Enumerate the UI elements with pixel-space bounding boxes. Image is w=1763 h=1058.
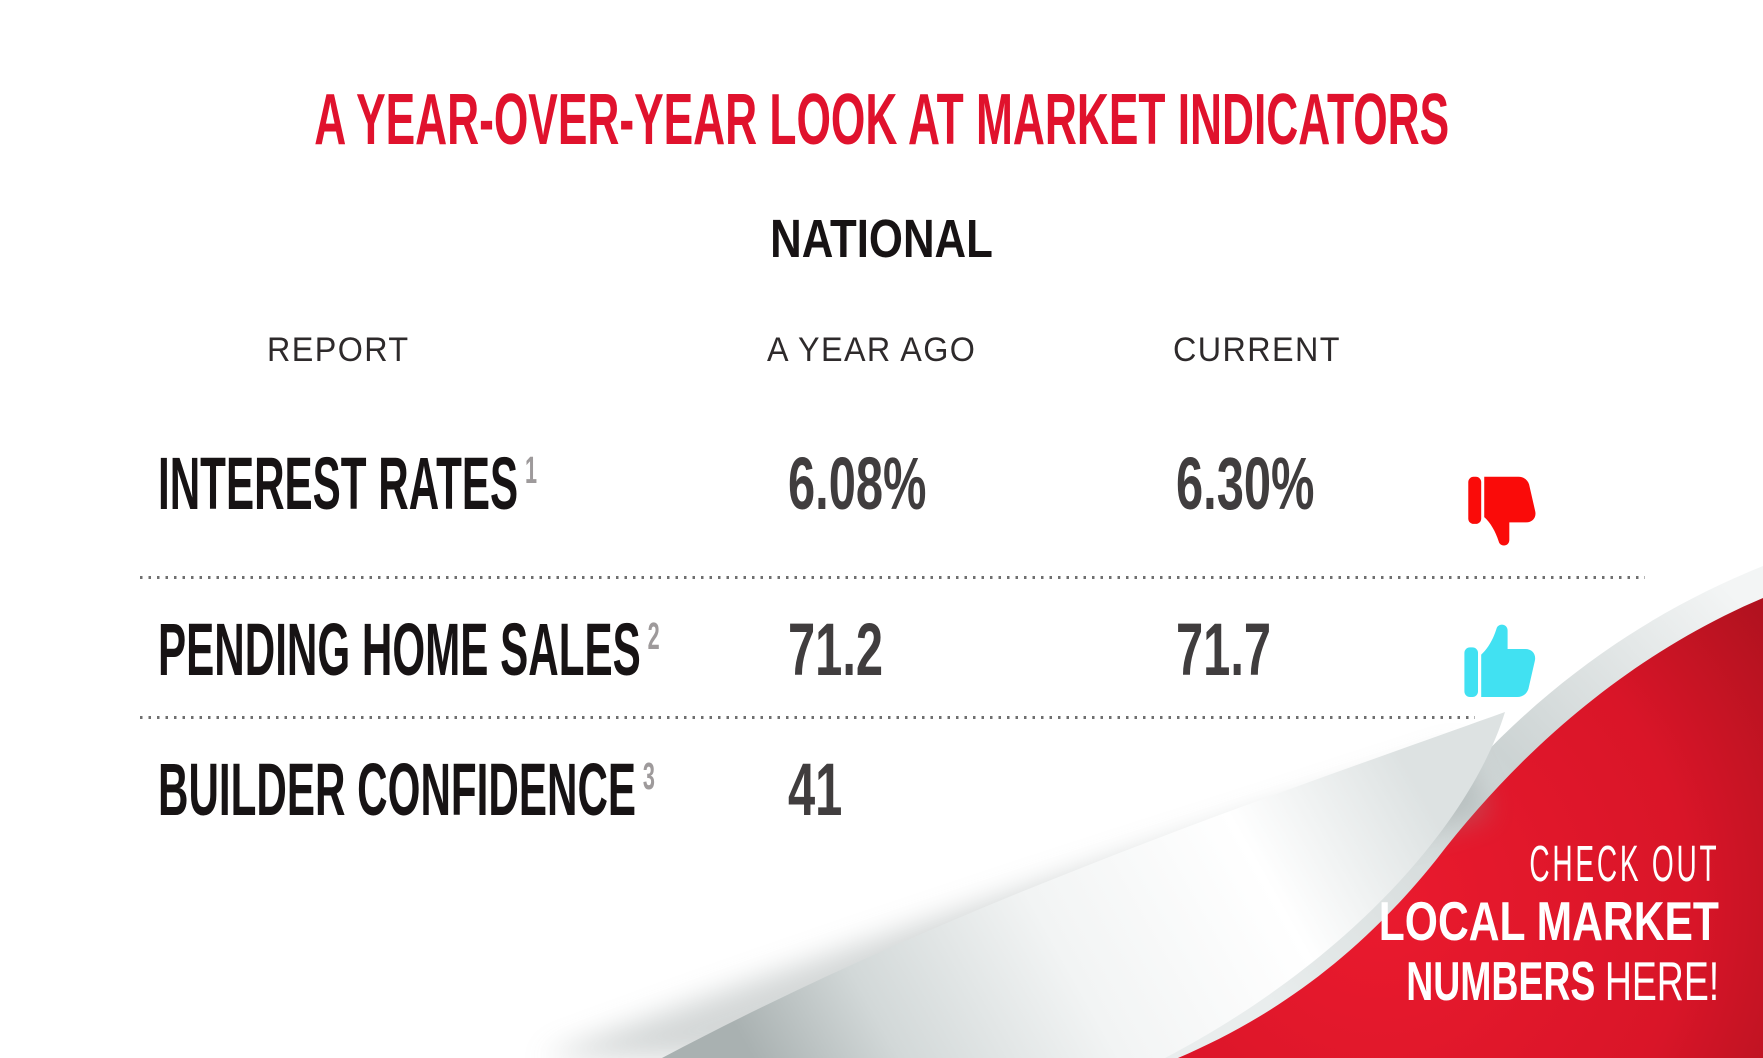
row-divider (140, 576, 1645, 579)
thumbs-down-icon (1468, 476, 1536, 546)
banner-line-3-light: HERE! (1604, 950, 1719, 1012)
table-row-label-interest-rates: INTEREST RATES 1 (158, 447, 537, 521)
value-pending-home-sales-current: 71.7 (1176, 608, 1272, 691)
banner-line-3[interactable]: NUMBERS HERE! (1406, 954, 1719, 1009)
row-divider (140, 716, 1475, 719)
thumbs-up-icon (1464, 624, 1536, 697)
column-header-current: CURRENT (1173, 331, 1341, 369)
value-interest-rates-year-ago: 6.08% (788, 442, 927, 525)
column-header-report: REPORT (267, 331, 410, 369)
curl-shadow (540, 748, 1490, 1058)
column-header-year-ago: A YEAR AGO (767, 331, 977, 369)
banner-line-1[interactable]: CHECK OUT (1529, 835, 1719, 892)
value-builder-confidence-year-ago: 41 (788, 748, 843, 831)
table-row-label-pending-home-sales: PENDING HOME SALES 2 (158, 613, 660, 687)
page-title-text: A YEAR-OVER-YEAR LOOK AT MARKET INDICATO… (314, 80, 1449, 160)
footnote-marker: 1 (524, 450, 538, 492)
page-title: A YEAR-OVER-YEAR LOOK AT MARKET INDICATO… (0, 84, 1763, 156)
section-label-text: NATIONAL (770, 209, 993, 269)
row-label-text: BUILDER CONFIDENCE (158, 748, 637, 831)
value-interest-rates-current: 6.30% (1176, 442, 1315, 525)
row-label-text: PENDING HOME SALES (158, 608, 641, 691)
footnote-marker: 2 (647, 616, 660, 658)
row-label-text: INTEREST RATES (158, 442, 519, 525)
footnote-marker: 3 (642, 756, 655, 798)
table-row-label-builder-confidence: BUILDER CONFIDENCE 3 (158, 753, 655, 827)
value-pending-home-sales-year-ago: 71.2 (788, 608, 884, 691)
banner-line-3-bold: NUMBERS (1406, 950, 1596, 1012)
banner-line-2[interactable]: LOCAL MARKET (1378, 890, 1719, 952)
section-label: NATIONAL (0, 212, 1763, 266)
